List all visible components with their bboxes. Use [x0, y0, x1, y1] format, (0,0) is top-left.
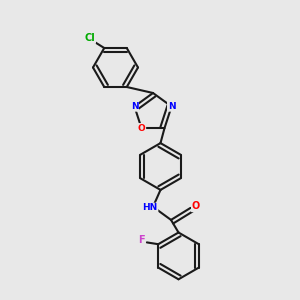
Text: N: N: [130, 102, 138, 111]
Text: O: O: [192, 201, 200, 212]
Text: HN: HN: [142, 203, 158, 212]
Text: O: O: [138, 124, 146, 133]
Text: F: F: [138, 235, 145, 245]
Text: N: N: [168, 102, 176, 111]
Text: Cl: Cl: [85, 33, 95, 43]
